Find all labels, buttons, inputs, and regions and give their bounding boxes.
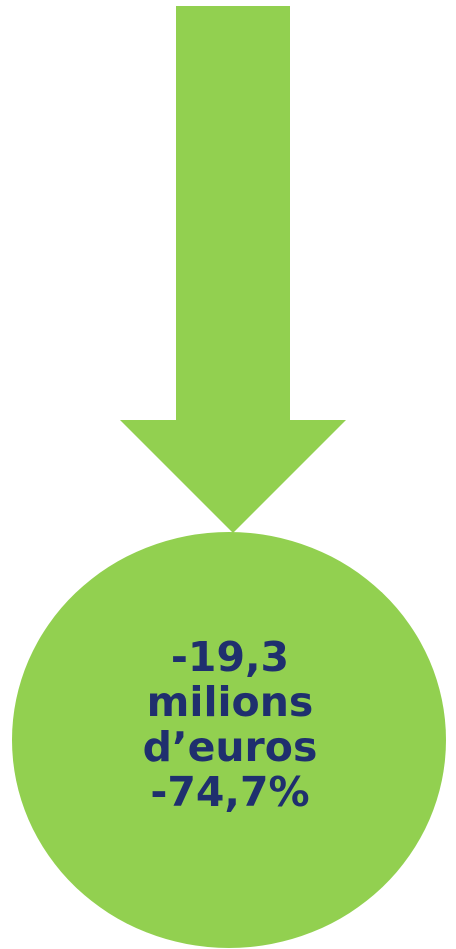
amount-value: -19,3 bbox=[110, 635, 350, 680]
callout-text-block: -19,3 milions d’euros -74,7% bbox=[110, 635, 350, 815]
percent-change: -74,7% bbox=[110, 770, 350, 815]
down-arrow-shape bbox=[120, 6, 346, 533]
amount-unit-line2: d’euros bbox=[110, 725, 350, 770]
amount-unit-line1: milions bbox=[110, 680, 350, 725]
